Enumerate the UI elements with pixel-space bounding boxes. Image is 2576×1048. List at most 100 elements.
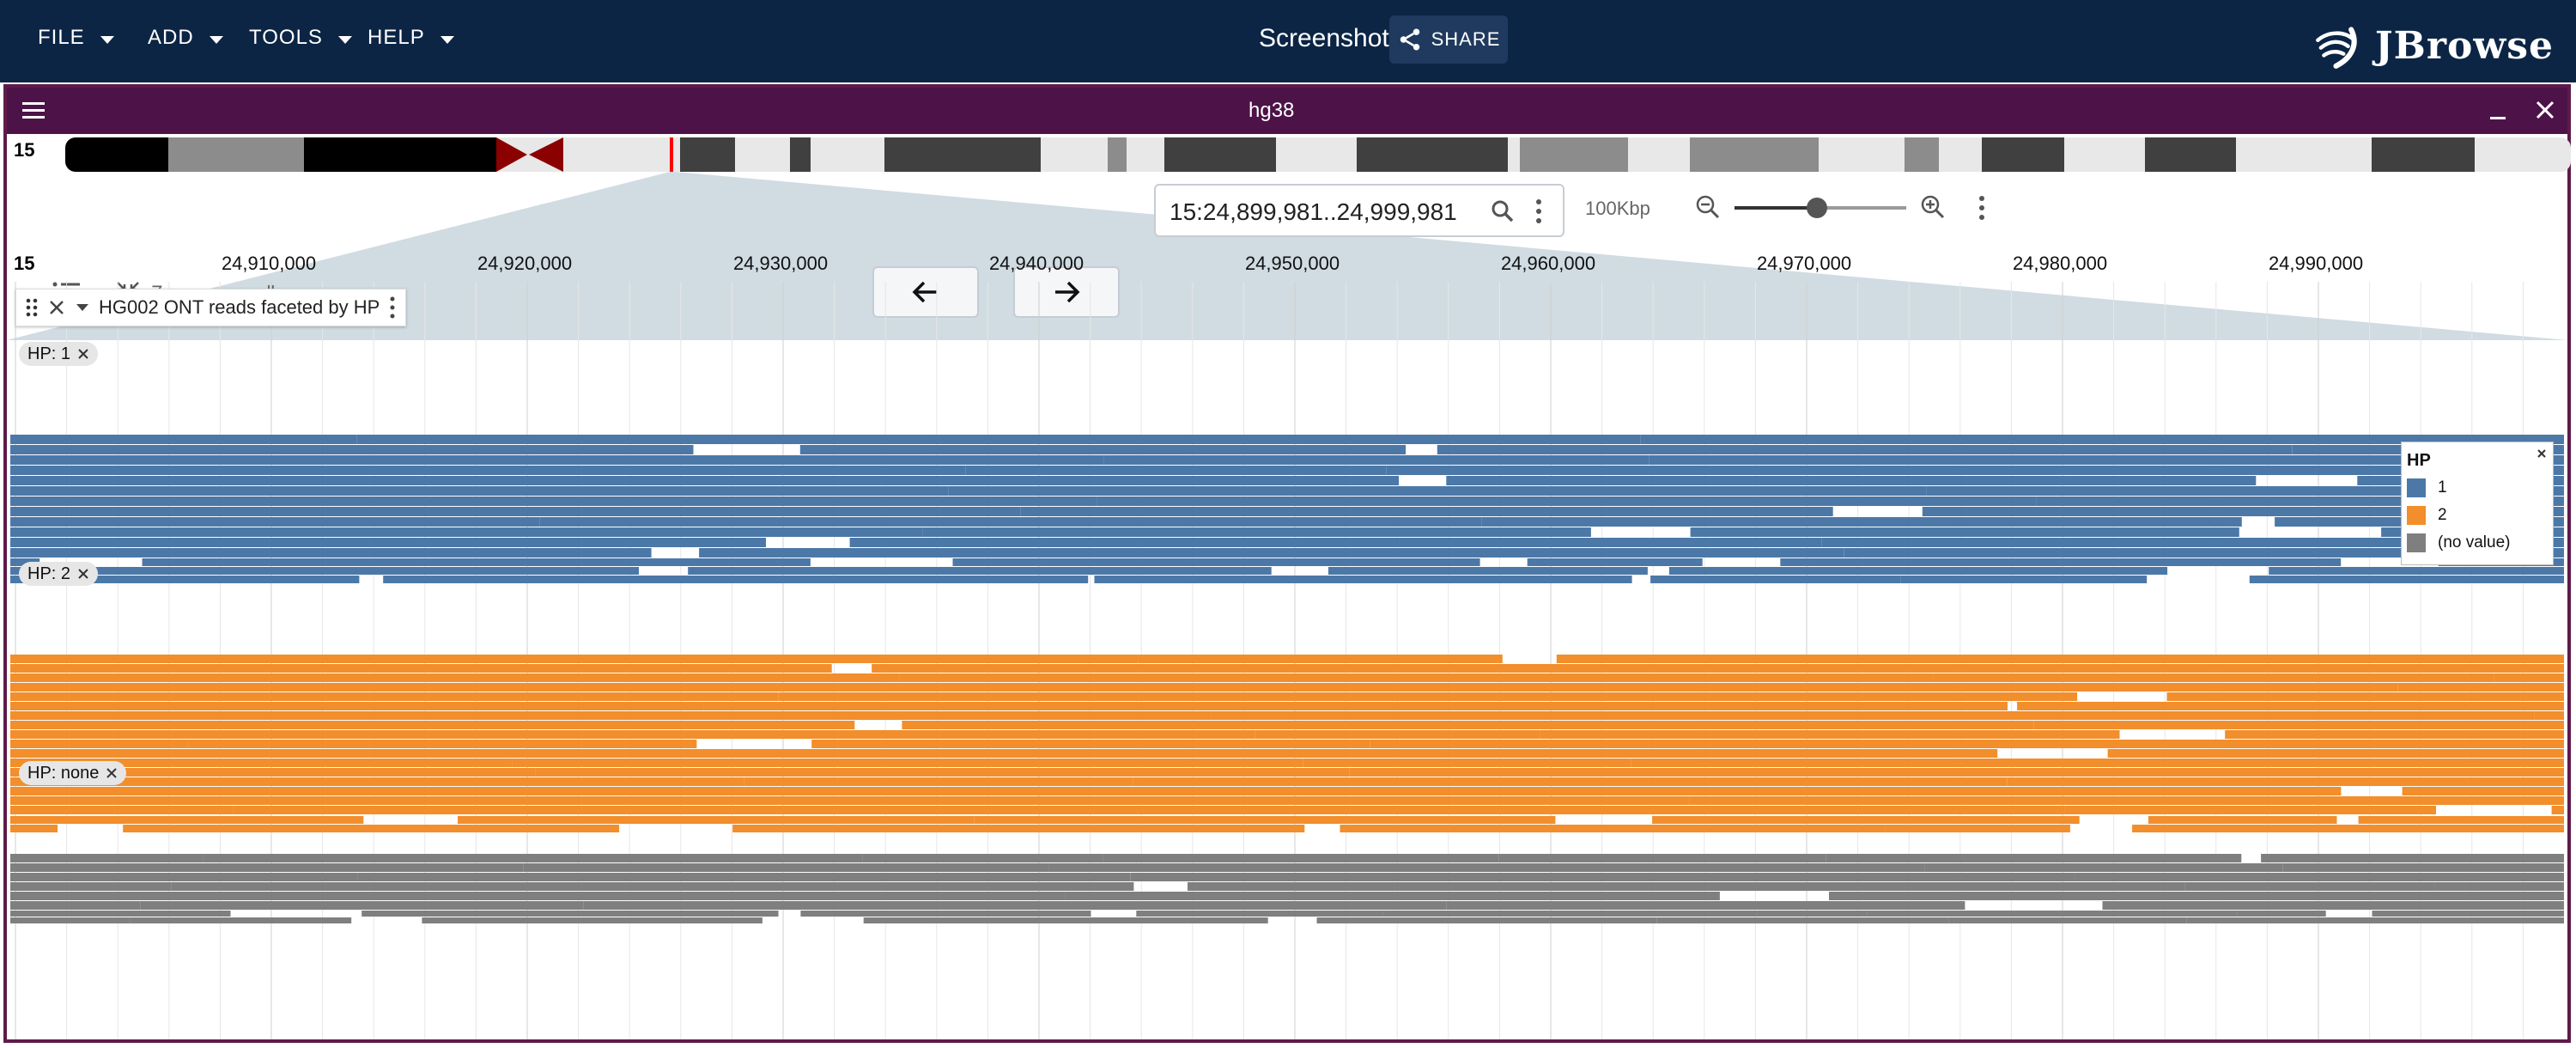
zoom-slider-fill <box>1735 206 1817 210</box>
scroll-right-button[interactable] <box>1013 266 1120 318</box>
read <box>1631 759 2564 767</box>
read <box>1649 455 2564 465</box>
zoom-in-icon[interactable] <box>1920 194 1946 220</box>
read <box>849 538 1822 547</box>
read <box>1922 507 2564 516</box>
zoom-out-icon[interactable] <box>1695 194 1721 220</box>
minimize-icon[interactable] <box>2487 100 2509 122</box>
close-legend-icon[interactable] <box>2536 448 2548 460</box>
read <box>10 825 58 832</box>
view-title[interactable]: hg38 <box>1249 99 1295 122</box>
read <box>10 466 966 475</box>
read <box>799 445 1406 454</box>
chromosome-ideogram[interactable] <box>58 137 2574 172</box>
legend-swatch <box>2407 478 2426 497</box>
read <box>778 692 2078 701</box>
scroll-left-button[interactable] <box>872 266 979 318</box>
close-icon[interactable] <box>2533 98 2557 122</box>
track-menu-icon[interactable] <box>388 296 397 320</box>
read <box>539 517 1482 527</box>
more-vert-icon[interactable] <box>1534 198 1544 225</box>
read <box>688 567 1272 575</box>
read <box>10 854 204 862</box>
location-input[interactable] <box>1168 196 1480 228</box>
read <box>2148 816 2337 824</box>
close-track-icon[interactable] <box>47 298 66 317</box>
facet-label: HP: 2 <box>27 564 71 583</box>
chevron-down-icon <box>440 35 454 44</box>
read <box>2237 911 2326 917</box>
facet-chip-hp1: HP: 1 <box>19 342 99 366</box>
read <box>512 759 1303 767</box>
read <box>434 892 1066 900</box>
file-menu[interactable]: FILE <box>38 26 114 50</box>
view-more-vert-icon[interactable] <box>1977 194 1987 222</box>
share-button[interactable]: SHARE <box>1389 15 1508 64</box>
read <box>2243 768 2564 777</box>
search-icon[interactable] <box>1491 199 1515 223</box>
read <box>93 455 1104 465</box>
read <box>10 507 1021 516</box>
legend-item-label: 2 <box>2438 506 2447 524</box>
track-label: HG002 ONT reads faceted by HP <box>15 289 407 326</box>
read <box>1933 673 2494 682</box>
read <box>2534 711 2564 720</box>
read <box>60 567 639 575</box>
read <box>2132 825 2564 832</box>
read <box>10 655 1139 663</box>
read <box>2282 863 2564 872</box>
arrow-left-icon <box>912 281 937 303</box>
read <box>902 721 2034 729</box>
zoom-slider-track[interactable] <box>1735 198 1906 218</box>
chevron-down-icon <box>209 35 223 44</box>
read <box>2358 816 2564 824</box>
close-icon[interactable] <box>77 348 89 360</box>
logo-text: JBrowse <box>2374 23 2554 68</box>
app-bar: FILE ADD TOOLS HELP Screenshot SHARE JBr… <box>0 0 2576 82</box>
legend-title: HP <box>2407 451 2431 470</box>
ruler-chrom-label: 15 <box>14 253 35 274</box>
session-name[interactable]: Screenshot <box>1259 24 1389 52</box>
read <box>357 873 893 881</box>
read <box>1048 863 1925 872</box>
read <box>123 825 620 832</box>
chevron-down-icon <box>337 35 352 44</box>
read <box>1829 892 2564 900</box>
alignment-track-canvas[interactable] <box>10 282 2564 1039</box>
read <box>952 558 1480 566</box>
legend-item: (no value) <box>2407 533 2511 552</box>
read <box>203 854 863 862</box>
read <box>1316 917 1657 923</box>
read <box>10 702 704 710</box>
share-icon <box>1400 28 1419 51</box>
read <box>422 917 762 923</box>
read <box>1640 435 2564 444</box>
read <box>2372 911 2564 917</box>
close-icon[interactable] <box>106 767 118 779</box>
tools-menu[interactable]: TOOLS <box>249 26 352 50</box>
read <box>383 576 1089 583</box>
read <box>10 816 364 824</box>
jbrowse-logo-icon <box>2316 27 2357 69</box>
read <box>1437 445 2293 454</box>
add-menu[interactable]: ADD <box>148 26 223 50</box>
read <box>2107 749 2564 758</box>
read <box>1498 854 1826 862</box>
read <box>2434 882 2564 891</box>
read <box>171 882 1134 891</box>
menu-icon[interactable] <box>21 100 46 122</box>
drag-handle-icon[interactable] <box>25 296 39 319</box>
chevron-down-icon[interactable] <box>75 302 90 313</box>
legend-swatch <box>2407 506 2426 525</box>
read <box>1370 740 2564 748</box>
help-menu[interactable]: HELP <box>368 26 454 50</box>
zoom-slider-thumb[interactable] <box>1807 198 1827 218</box>
linear-genome-view: hg38 15 <box>3 84 2571 1043</box>
read <box>2017 702 2564 710</box>
close-icon[interactable] <box>77 568 89 580</box>
read <box>2249 576 2564 583</box>
read <box>974 816 1556 824</box>
read <box>2075 873 2564 881</box>
ruler-tick-label: 24,910,000 <box>221 253 317 274</box>
read <box>10 901 141 910</box>
